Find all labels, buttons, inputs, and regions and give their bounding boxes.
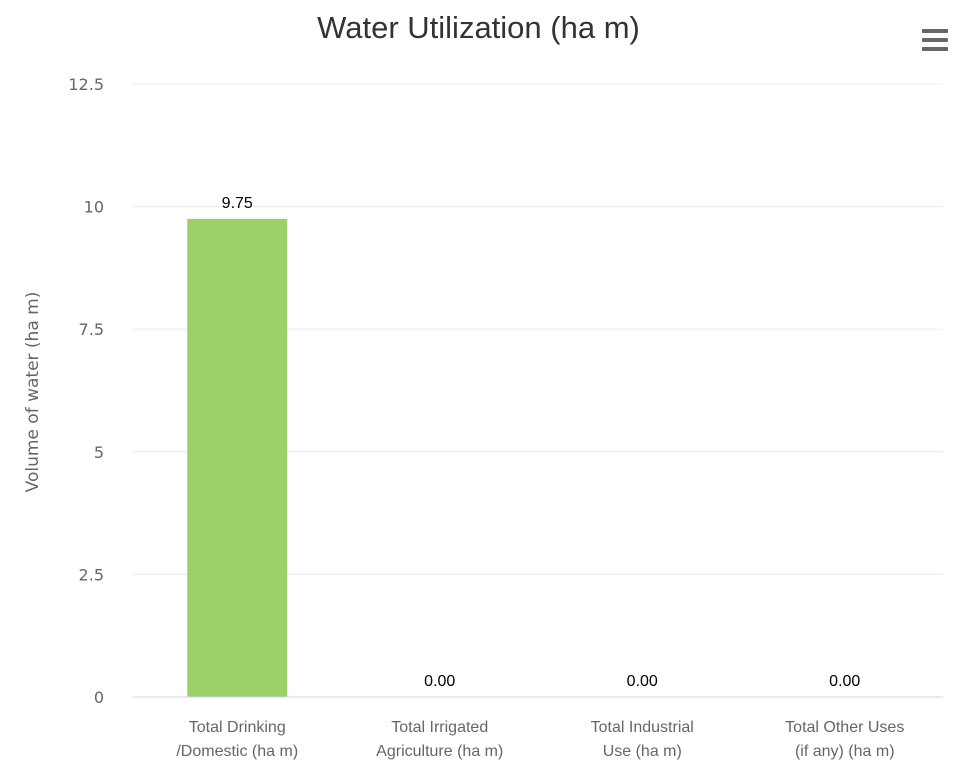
y-axis-label: Volume of water (ha m) — [23, 292, 43, 493]
y-tick-label: 0 — [94, 688, 104, 707]
y-tick-label: 5 — [94, 443, 104, 462]
hamburger-menu-icon[interactable] — [918, 27, 952, 53]
x-tick-label: Use (ha m) — [603, 743, 682, 760]
bars — [187, 218, 288, 698]
y-tick-label: 12.5 — [68, 75, 104, 94]
data-label: 0.00 — [829, 673, 860, 690]
y-axis-ticks: 0 2.5 5 7.5 10 12.5 — [68, 75, 104, 707]
x-tick-label: Total Drinking — [189, 719, 286, 736]
y-tick-label: 2.5 — [79, 565, 104, 584]
y-tick-label: 7.5 — [79, 320, 104, 339]
x-axis-ticks: Total Drinking/Domestic (ha m) Total Irri… — [176, 719, 904, 760]
bar — [187, 218, 288, 698]
x-tick-label: Total Other Uses — [785, 719, 904, 736]
x-tick-label: Total Industrial — [591, 719, 694, 736]
x-tick-label: Agriculture (ha m) — [376, 743, 503, 760]
data-label: 0.00 — [424, 673, 455, 690]
data-label: 9.75 — [222, 195, 253, 212]
data-labels: 9.75 0.00 0.00 0.00 — [222, 195, 861, 690]
x-tick-label: Total Irrigated — [391, 719, 488, 736]
y-tick-label: 10 — [84, 198, 104, 217]
data-label: 0.00 — [627, 673, 658, 690]
x-tick-label: /Domestic (ha m) — [176, 743, 298, 760]
chart-title: Water Utilization (ha m) — [317, 10, 640, 45]
x-tick-label: (if any) (ha m) — [795, 743, 895, 760]
